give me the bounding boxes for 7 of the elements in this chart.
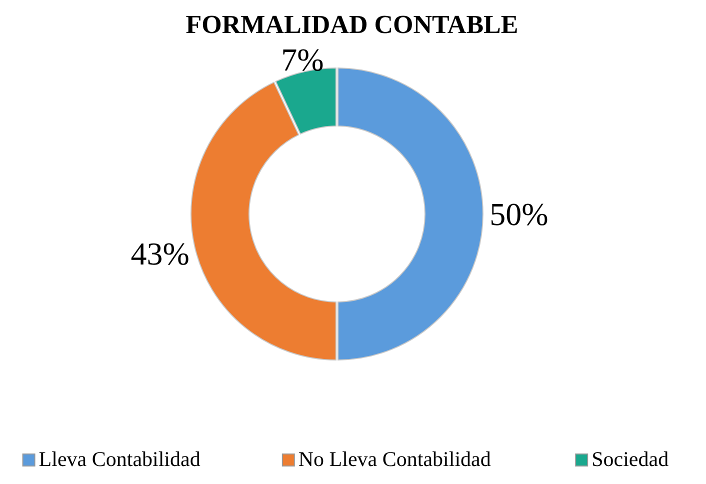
legend-label: Lleva Contabilidad <box>38 447 201 471</box>
data-label: 50% <box>490 196 548 232</box>
data-label: 7% <box>281 41 324 78</box>
legend-label: No Lleva Contabilidad <box>298 447 492 471</box>
data-label: 43% <box>130 236 190 272</box>
legend-label: Sociedad <box>592 447 670 471</box>
chart-title: FORMALIDAD CONTABLE <box>186 10 518 39</box>
